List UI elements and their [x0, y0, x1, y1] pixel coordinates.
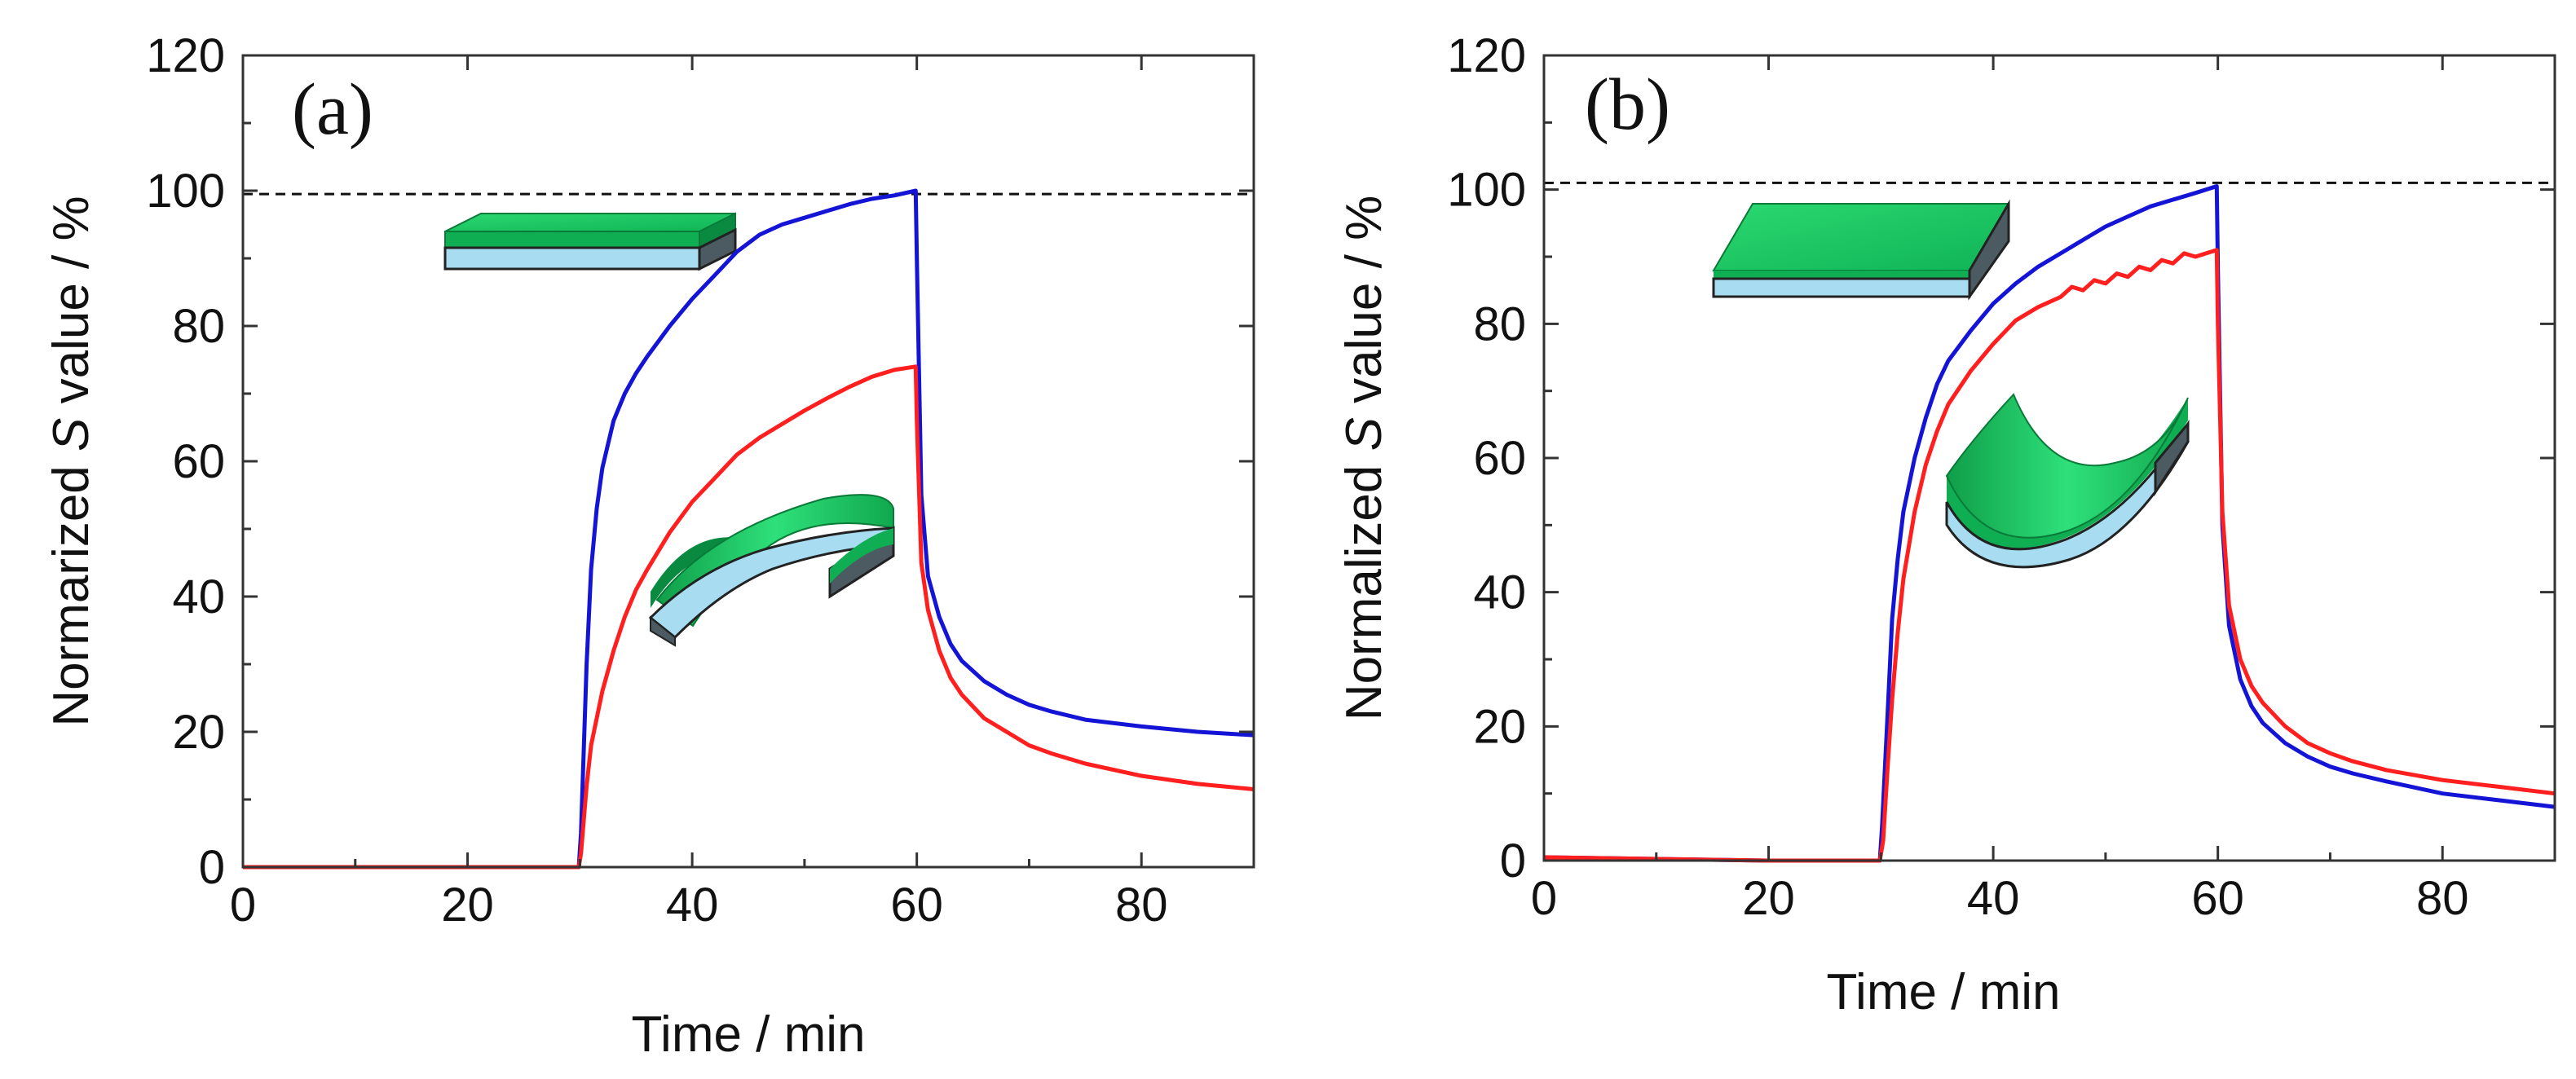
x-axis-title: Time / min — [1826, 964, 2060, 1020]
y-tick-label: 40 — [1473, 566, 1526, 619]
x-tick-label: 0 — [230, 879, 256, 931]
y-tick-label: 0 — [1500, 835, 1526, 887]
plot-area: 0 20 40 60 80 0 20 40 60 80 100 120 — [1447, 29, 2556, 925]
x-tick-label: 60 — [2191, 872, 2244, 925]
y-axis-title: Normalized S value / % — [1336, 196, 1392, 720]
x-tick-label: 0 — [1531, 872, 1557, 925]
y-tick-label: 40 — [172, 570, 225, 623]
y-tick-label: 80 — [1473, 297, 1526, 350]
panel-label: (b) — [1585, 64, 1670, 145]
y-tick-label: 120 — [146, 29, 225, 82]
concave-bent-film-inset — [1945, 393, 2190, 569]
x-tick-label: 20 — [441, 879, 494, 931]
y-tick-label: 0 — [199, 841, 225, 894]
flat-film-inset — [1712, 199, 2010, 301]
y-tick-label: 80 — [172, 300, 225, 353]
x-tick-label: 80 — [1115, 879, 1168, 931]
x-tick-label: 20 — [1742, 872, 1795, 925]
series-line-red — [243, 364, 1255, 870]
panel-label: (a) — [292, 69, 373, 150]
y-tick-label: 120 — [1447, 29, 1526, 82]
flat-film-inset — [443, 212, 737, 271]
y-axis-title: Normarized S value / % — [43, 196, 99, 726]
x-tick-label: 60 — [890, 879, 943, 931]
plot-frame — [241, 54, 1255, 869]
series-line-red — [1543, 248, 2556, 863]
y-tick-label: 60 — [172, 435, 225, 488]
x-tick-label: 80 — [2416, 872, 2469, 925]
y-tick-label: 20 — [172, 706, 225, 759]
plot-area: 0 20 40 60 80 0 20 40 60 80 100 120 — [146, 29, 1255, 931]
x-tick-label: 40 — [666, 879, 719, 931]
y-tick-label: 20 — [1473, 700, 1526, 753]
panel-b: (b) 0 20 40 60 80 0 20 40 60 80 100 120 Time / min… — [1336, 29, 2556, 1020]
y-tick-label: 100 — [146, 165, 225, 218]
convex-bent-film-inset — [648, 494, 895, 647]
x-tick-label: 40 — [1967, 872, 2020, 925]
y-tick-label: 100 — [1447, 164, 1526, 217]
y-tick-label: 60 — [1473, 432, 1526, 485]
x-axis-title: Time / min — [631, 1006, 865, 1063]
series-line-blue — [1543, 184, 2556, 863]
series-line-blue — [243, 188, 1255, 870]
